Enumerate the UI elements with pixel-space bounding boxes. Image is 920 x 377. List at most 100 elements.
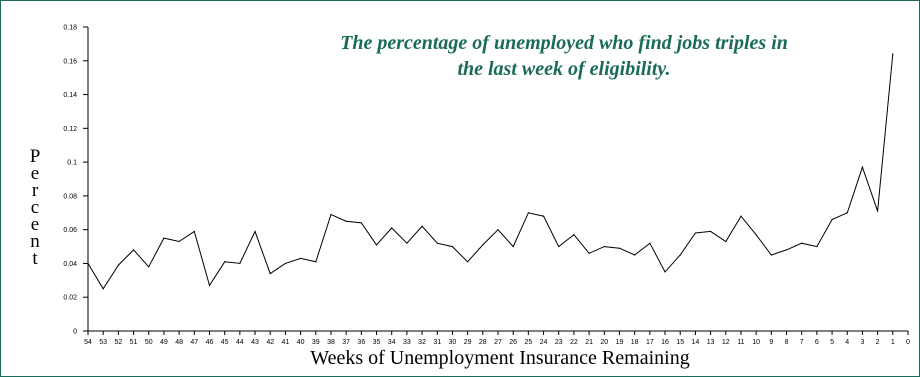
data-point <box>330 213 332 216</box>
x-tick-label: 51 <box>130 339 138 346</box>
data-point <box>527 212 529 214</box>
x-tick-label: 37 <box>342 339 350 346</box>
x-tick-label: 33 <box>403 339 411 346</box>
data-point <box>816 245 818 248</box>
series-line <box>87 53 894 290</box>
x-tick-label: 32 <box>418 339 426 346</box>
x-tick-label: 0 <box>906 339 910 346</box>
y-axis-label-letter: r <box>31 180 39 201</box>
x-tick-label: 25 <box>524 339 532 346</box>
x-tick-label: 17 <box>646 339 654 346</box>
x-tick-label: 47 <box>190 339 198 346</box>
y-tick-label: 0.04 <box>63 261 77 268</box>
x-tick-label: 34 <box>388 339 396 346</box>
data-point <box>208 284 211 286</box>
data-point <box>573 234 575 236</box>
data-point <box>284 262 287 265</box>
data-point <box>102 288 104 290</box>
x-tick-label: 22 <box>570 339 578 346</box>
data-point <box>436 242 438 244</box>
data-point <box>558 245 560 248</box>
y-axis-label-letter: t <box>32 248 38 269</box>
data-point <box>299 257 302 259</box>
y-tick-label: 0.1 <box>67 160 77 167</box>
data-point <box>649 242 651 244</box>
y-axis-label-letter: c <box>30 197 40 218</box>
data-point <box>877 210 879 212</box>
data-point <box>846 212 848 214</box>
data-point <box>725 240 727 243</box>
data-point <box>467 261 469 263</box>
x-tick-label: 41 <box>282 339 290 346</box>
x-tick-label: 1 <box>891 339 895 346</box>
data-point <box>542 215 545 217</box>
data-point <box>801 242 803 244</box>
y-tick-label: 0.12 <box>63 126 77 133</box>
x-tick-label: 16 <box>661 339 669 346</box>
x-tick-label: 42 <box>266 339 274 346</box>
data-point <box>87 262 89 265</box>
data-point <box>345 220 347 222</box>
data-point <box>315 261 317 263</box>
y-tick-label: 0.18 <box>63 25 77 32</box>
x-tick-label: 21 <box>585 339 593 346</box>
data-point <box>451 245 454 248</box>
x-axis-label: Weeks of Unemployment Insurance Remainin… <box>310 347 690 369</box>
data-point <box>679 254 681 256</box>
data-point <box>163 237 165 239</box>
y-tick-label: 0.08 <box>63 193 77 200</box>
x-tick-label: 38 <box>327 339 335 346</box>
annotation-line-2: the last week of eligibility. <box>457 58 671 80</box>
x-tick-label: 49 <box>160 339 168 346</box>
data-point <box>664 271 666 273</box>
data-point <box>421 225 423 227</box>
chart-annotation: The percentage of unemployed who find jo… <box>262 30 866 82</box>
x-tick-label: 30 <box>449 339 457 346</box>
x-tick-label: 5 <box>830 339 834 346</box>
x-tick-label: 13 <box>707 339 715 346</box>
x-tick-label: 46 <box>206 339 214 346</box>
data-point <box>193 230 195 232</box>
x-tick-label: 14 <box>692 339 700 346</box>
data-point <box>391 227 393 229</box>
x-tick-label: 7 <box>800 339 804 346</box>
data-point <box>618 247 621 249</box>
data-point <box>406 242 408 244</box>
data-point <box>861 166 864 168</box>
x-tick-label: 54 <box>84 339 92 346</box>
y-tick-label: 0.02 <box>63 295 77 302</box>
x-tick-label: 35 <box>373 339 381 346</box>
data-point <box>694 232 697 234</box>
x-tick-label: 44 <box>236 339 244 346</box>
data-point <box>132 249 135 251</box>
data-point <box>709 230 712 232</box>
data-point <box>831 218 833 221</box>
data-point <box>178 240 180 243</box>
x-tick-label: 27 <box>494 339 502 346</box>
data-point <box>269 272 271 275</box>
data-point <box>239 262 241 265</box>
x-tick-label: 23 <box>555 339 563 346</box>
data-point <box>224 261 226 263</box>
x-tick-label: 3 <box>860 339 864 346</box>
data-point <box>755 234 757 236</box>
x-tick-label: 36 <box>357 339 365 346</box>
data-point <box>375 244 378 246</box>
data-point <box>148 266 150 268</box>
x-tick-label: 6 <box>815 339 819 346</box>
data-point <box>770 254 772 256</box>
y-tick-label: 0.06 <box>63 227 77 234</box>
data-point <box>512 245 514 248</box>
x-tick-label: 2 <box>876 339 880 346</box>
data-point <box>892 53 894 55</box>
x-tick-label: 50 <box>145 339 153 346</box>
x-tick-label: 28 <box>479 339 487 346</box>
x-tick-label: 48 <box>175 339 183 346</box>
x-tick-label: 8 <box>785 339 789 346</box>
data-point <box>740 215 742 217</box>
x-tick-label: 29 <box>464 339 472 346</box>
x-tick-label: 53 <box>99 339 107 346</box>
data-point <box>634 254 636 256</box>
